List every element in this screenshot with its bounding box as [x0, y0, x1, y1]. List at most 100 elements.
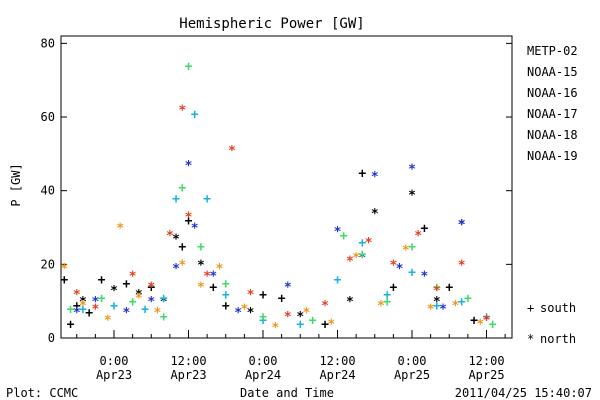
data-point: + — [141, 303, 149, 318]
data-point: * — [427, 303, 435, 318]
data-point: * — [135, 288, 143, 303]
data-point: + — [259, 314, 267, 329]
data-point: * — [402, 244, 410, 259]
data-point: * — [272, 321, 280, 336]
data-point: + — [383, 288, 391, 303]
legend-entry: NOAA-17 — [527, 107, 578, 121]
data-point: + — [85, 306, 93, 321]
data-point: + — [178, 240, 186, 255]
data-point: + — [445, 280, 453, 295]
data-point: * — [185, 210, 193, 225]
data-point: + — [483, 310, 491, 325]
data-point: + — [421, 222, 429, 237]
data-point: * — [247, 288, 255, 303]
data-point: * — [458, 218, 466, 233]
data-point: * — [116, 222, 124, 237]
data-point: * — [483, 314, 491, 329]
legend-entry: NOAA-15 — [527, 65, 578, 79]
data-point: + — [147, 280, 155, 295]
data-point: + — [160, 310, 168, 325]
data-point: + — [73, 299, 81, 314]
data-point: * — [160, 295, 168, 310]
data-point: * — [191, 222, 199, 237]
data-point: + — [464, 291, 472, 306]
data-point: * — [458, 218, 466, 233]
y-tick-label: 0 — [48, 331, 55, 345]
legend-entry: METP-02 — [527, 44, 578, 58]
data-point: + — [129, 295, 137, 310]
x-tick-date-label: Apr24 — [319, 368, 355, 382]
data-point: * — [408, 188, 416, 203]
data-point: + — [222, 277, 230, 292]
y-tick-label: 60 — [41, 110, 55, 124]
data-point: * — [389, 258, 397, 273]
plot-credit: Plot: CCMC — [6, 386, 78, 400]
y-tick-label: 40 — [41, 184, 55, 198]
data-point: + — [309, 314, 317, 329]
data-point: + — [458, 295, 466, 310]
data-point: * — [377, 299, 385, 314]
data-point: + — [60, 273, 68, 288]
data-point: * — [172, 262, 180, 277]
data-point: * — [129, 269, 137, 284]
x-tick-date-label: Apr25 — [394, 368, 430, 382]
data-point: * — [135, 291, 143, 306]
x-tick-time-label: 0:00 — [249, 354, 278, 368]
data-point: * — [228, 144, 236, 159]
marker-legend: + south * north — [527, 301, 576, 346]
data-points: +++*++* +* +**++*++ *+ +* +*+*+*+*+*+********… — [60, 59, 496, 335]
data-point: * — [321, 299, 329, 314]
legend-entry: NOAA-18 — [527, 128, 578, 142]
data-point: * — [73, 288, 81, 303]
data-point: + — [489, 317, 497, 332]
data-point: * — [483, 314, 491, 329]
data-point: * — [247, 306, 255, 321]
data-point: + — [389, 280, 397, 295]
x-tick-date-label: Apr24 — [245, 368, 281, 382]
data-point: * — [346, 295, 354, 310]
data-point: * — [371, 170, 379, 185]
y-tick-label: 20 — [41, 257, 55, 271]
data-point: + — [67, 317, 75, 332]
data-point: * — [346, 255, 354, 270]
data-point: + — [67, 303, 75, 318]
legend-entry: NOAA-19 — [527, 149, 578, 163]
data-point: * — [185, 159, 193, 174]
x-tick-date-label: Apr23 — [170, 368, 206, 382]
x-axis-label: Date and Time — [240, 386, 334, 400]
x-tick-date-label: Apr23 — [96, 368, 132, 382]
x-tick-time-label: 0:00 — [100, 354, 129, 368]
data-point: * — [358, 251, 366, 266]
data-point: + — [433, 299, 441, 314]
x-tick-time-label: 0:00 — [398, 354, 427, 368]
data-point: + — [209, 280, 217, 295]
data-point: * — [172, 233, 180, 248]
plot-timestamp: 2011/04/25 15:40:07 — [455, 386, 592, 400]
data-point: + — [259, 310, 267, 325]
data-point: * — [327, 317, 335, 332]
data-point: + — [185, 214, 193, 229]
data-point: + — [358, 236, 366, 251]
data-point: * — [408, 163, 416, 178]
data-point: * — [365, 236, 373, 251]
data-point: + — [358, 166, 366, 181]
data-point: * — [91, 303, 99, 318]
data-point: + — [185, 59, 193, 74]
data-point: + — [408, 240, 416, 255]
data-point: * — [197, 280, 205, 295]
data-point: * — [458, 258, 466, 273]
data-point: * — [433, 284, 441, 299]
data-point: + — [358, 247, 366, 262]
data-point: + — [178, 181, 186, 196]
data-point: + — [98, 291, 106, 306]
data-point: + — [197, 240, 205, 255]
data-point: + — [98, 273, 106, 288]
data-point: * — [166, 229, 174, 244]
data-point: + — [203, 192, 211, 207]
data-point: + — [383, 295, 391, 310]
data-point: * — [234, 306, 242, 321]
data-point: * — [371, 207, 379, 222]
data-point: + — [296, 317, 304, 332]
chart-title: Hemispheric Power [GW] — [179, 16, 364, 32]
